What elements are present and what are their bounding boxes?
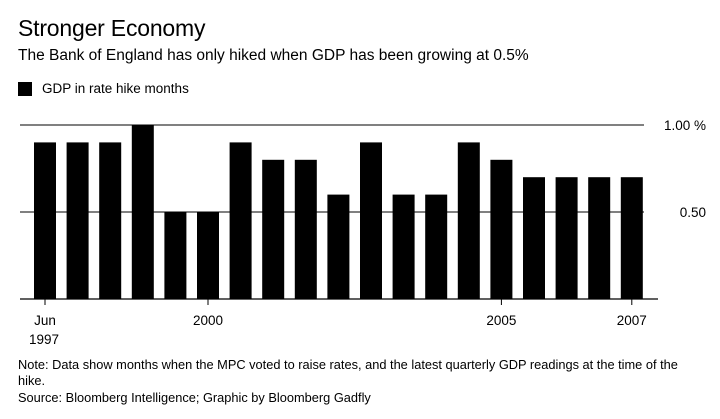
bar <box>262 159 285 299</box>
bar <box>523 177 545 299</box>
bar <box>555 177 578 299</box>
legend: GDP in rate hike months <box>18 80 189 98</box>
bar <box>197 212 219 299</box>
legend-label: GDP in rate hike months <box>42 81 189 96</box>
bar <box>425 194 448 299</box>
chart-source: Source: Bloomberg Intelligence; Graphic … <box>18 390 371 405</box>
bar <box>131 125 154 299</box>
chart-subtitle: The Bank of England has only hiked when … <box>18 47 529 64</box>
chart-note: Note: Data show months when the MPC vote… <box>18 357 678 388</box>
y-tick-label: 0.50 <box>680 205 706 220</box>
bar <box>490 159 513 299</box>
bar <box>457 142 480 299</box>
legend-swatch <box>18 82 32 96</box>
y-tick-label: 1.00 % <box>664 118 706 133</box>
bar <box>66 142 89 299</box>
bar <box>327 194 350 299</box>
bar <box>229 142 252 299</box>
bar <box>392 194 415 299</box>
bar <box>164 212 187 299</box>
bar <box>588 177 611 299</box>
bar-chart: 1.00 % 0.50 Jun 1997 2000 2005 2007 <box>20 118 706 347</box>
bar <box>360 142 382 299</box>
bar <box>34 142 56 299</box>
bar <box>620 177 643 299</box>
x-tick-label: Jun <box>34 313 56 328</box>
bar <box>294 159 317 299</box>
x-tick-label-year: 1997 <box>29 332 59 347</box>
bar <box>99 142 122 299</box>
x-tick-label: 2000 <box>193 313 223 328</box>
chart-title: Stronger Economy <box>18 15 206 41</box>
x-tick-label: 2005 <box>486 313 516 328</box>
x-tick-label: 2007 <box>617 313 647 328</box>
